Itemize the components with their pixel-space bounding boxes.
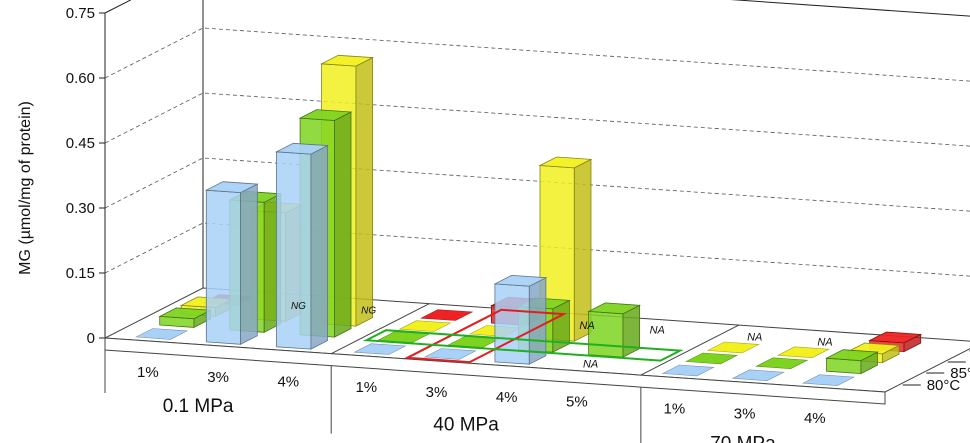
floor-tile [776,346,831,359]
gridline [104,157,970,212]
bar-side [355,56,374,327]
y-tick-label: 0.60 [66,70,95,87]
labels: 0 0.15 0.30 0.45 0.60 0.75 NG NG NA NA NA NA NA 1% 3% 4… [66,5,970,443]
bar-top [298,109,353,121]
floor-tile [423,348,477,360]
floor-tile [134,328,189,340]
annotation-label: NG [291,301,306,312]
bar-top [275,142,329,155]
floor-tile [755,357,809,370]
bar-side [333,111,352,338]
y-tick-label: 0.30 [66,200,95,217]
y-tick-label: 0.45 [66,135,95,152]
floor-tile [684,352,739,365]
gridlines [104,27,970,277]
bar-top [204,181,259,194]
highlights [362,308,684,364]
bar-top [320,54,375,67]
annotation-label: NA [747,331,762,343]
bar-side [310,144,328,350]
floor-tile [801,374,856,386]
category-label: 3% [426,384,448,401]
group-separator [640,324,740,376]
top-edge [104,0,970,17]
floor-tile [353,343,407,355]
category-label: 1% [137,364,159,381]
category-label: 4% [496,389,518,406]
category-label: 5% [566,394,588,411]
temperature-label: 80°C [927,377,961,394]
bar-top [587,302,642,315]
category-label: 4% [277,374,299,391]
annotation-label: NA [583,359,598,371]
annotation-label: NA [650,325,665,337]
y-tick-label: 0.15 [66,265,95,282]
annotation-label: NA [817,336,832,348]
pressure-group-label: 70 MPa [710,434,776,443]
category-label: 3% [207,369,229,386]
pressure-group-label: 40 MPa [433,414,499,435]
category-label: 4% [804,410,826,427]
category-label: 1% [664,400,686,417]
bar-side [240,183,258,345]
bar-front [205,189,242,345]
pressure-group-label: 0.1 MPa [163,396,234,417]
bar-front [588,310,624,358]
floor-tile [706,341,760,354]
y-axis-label: MG (µmol/mg of protein) [17,101,34,275]
bar-front [276,151,312,350]
y-tick-label: 0.75 [66,5,95,22]
annotation-label: NG [361,306,376,317]
highlight-column [403,308,568,364]
bar-top [868,331,923,344]
floor-edge [104,337,886,405]
gridline [104,27,970,82]
highlight-row [362,329,684,362]
group-separator [330,303,430,355]
floor-tile [731,369,785,382]
chart-frame [99,0,970,339]
floor-tile [661,364,715,377]
annotation-label: NA [579,320,594,332]
category-label: 3% [734,405,756,422]
bar-side [622,304,640,358]
bar-top [825,349,879,362]
y-tick-label: 0 [87,330,95,347]
floor-tile [398,320,452,332]
bar-side [552,299,570,353]
category-label: 1% [355,379,377,396]
gridline [104,222,970,277]
bar-front [494,283,530,365]
bar-top [493,274,548,287]
bar-top [538,156,593,169]
temperature-label: 85°C [950,365,970,382]
floor-tile [420,309,474,321]
gridline [104,92,970,147]
